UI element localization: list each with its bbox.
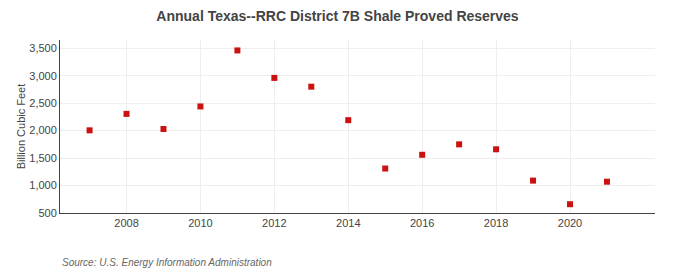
svg-text:2,000: 2,000 [29, 124, 57, 136]
svg-text:Source: U.S. Energy Informatio: Source: U.S. Energy Information Administ… [62, 257, 272, 268]
svg-text:Annual Texas--RRC District 7B: Annual Texas--RRC District 7B Shale Prov… [156, 8, 519, 24]
svg-text:2012: 2012 [262, 217, 286, 229]
svg-text:Billion Cubic Feet: Billion Cubic Feet [15, 84, 27, 170]
svg-text:3,500: 3,500 [29, 42, 57, 54]
svg-text:500: 500 [38, 207, 56, 219]
svg-text:1,000: 1,000 [29, 179, 57, 191]
svg-text:1,500: 1,500 [29, 152, 57, 164]
svg-text:3,000: 3,000 [29, 70, 57, 82]
svg-text:2014: 2014 [336, 217, 360, 229]
svg-text:2016: 2016 [410, 217, 434, 229]
svg-text:2020: 2020 [558, 217, 582, 229]
svg-text:2018: 2018 [484, 217, 508, 229]
svg-text:2008: 2008 [114, 217, 138, 229]
svg-text:2010: 2010 [188, 217, 212, 229]
svg-text:2,500: 2,500 [29, 97, 57, 109]
